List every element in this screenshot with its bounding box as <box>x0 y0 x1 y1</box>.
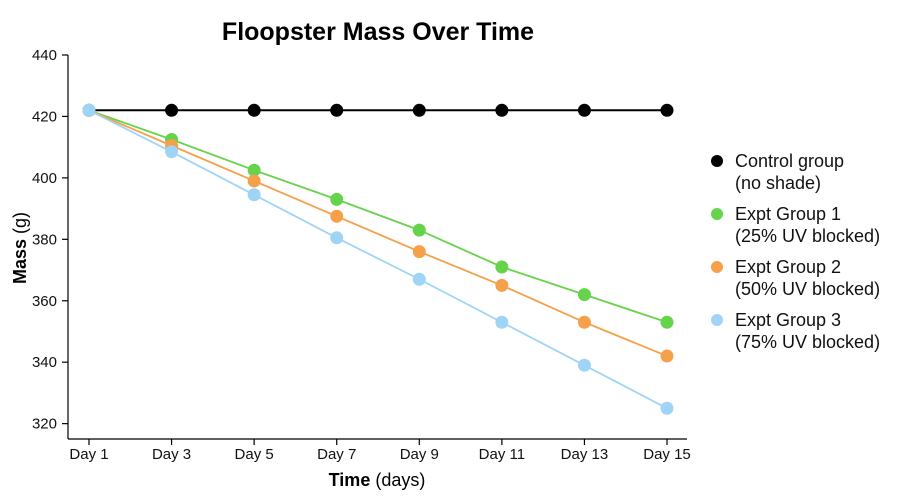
data-point <box>495 103 509 117</box>
data-point <box>495 278 509 292</box>
data-point <box>412 272 426 286</box>
data-point <box>330 209 344 223</box>
data-point <box>660 401 674 415</box>
series-line <box>88 109 668 357</box>
x-axis-label: Time (days) <box>329 470 426 490</box>
x-tick-label: Day 7 <box>317 446 356 463</box>
x-axis-label-main: Time <box>329 470 371 490</box>
x-tick-label: Day 9 <box>400 446 439 463</box>
y-tick-label: 320 <box>32 416 57 433</box>
data-point <box>660 349 674 363</box>
data-point <box>495 260 509 274</box>
y-tick-label: 360 <box>32 293 57 310</box>
series-group <box>82 103 674 415</box>
data-point <box>412 223 426 237</box>
data-point <box>577 103 591 117</box>
data-point <box>247 174 261 188</box>
data-point <box>247 103 261 117</box>
chart-title: Floopster Mass Over Time <box>222 18 534 46</box>
y-axis-label-main: Mass <box>10 239 30 284</box>
y-axis-label-unit: (g) <box>10 212 30 239</box>
series-layer <box>82 103 674 415</box>
data-point <box>247 188 261 202</box>
legend-label: Expt Group 3 <box>735 310 841 330</box>
data-point <box>412 245 426 259</box>
series-line <box>88 109 668 324</box>
data-point <box>165 145 179 159</box>
x-tick-label: Day 1 <box>69 446 108 463</box>
legend-item: Expt Group 2(50% UV blocked) <box>711 257 880 299</box>
x-axis-label-unit: (days) <box>370 470 425 490</box>
data-point <box>82 103 96 117</box>
legend-sublabel: (no shade) <box>735 173 821 193</box>
y-axis-label: Mass (g) <box>10 212 30 284</box>
series-group <box>82 103 674 363</box>
legend-sublabel: (75% UV blocked) <box>735 332 880 352</box>
data-point <box>660 315 674 329</box>
data-point <box>577 288 591 302</box>
series-group <box>82 103 674 329</box>
data-point <box>165 103 179 117</box>
data-point <box>495 315 509 329</box>
legend: Control group(no shade) Expt Group 1(25% … <box>711 151 880 352</box>
y-tick-label: 440 <box>32 47 57 64</box>
legend-marker <box>711 155 723 167</box>
data-point <box>412 103 426 117</box>
x-tick-label: Day 5 <box>235 446 274 463</box>
legend-marker <box>711 314 723 326</box>
legend-label: Control group <box>735 151 844 171</box>
legend-label: Expt Group 2 <box>735 257 841 277</box>
y-axis: 320 340 360 380 400 420 440 <box>32 47 69 439</box>
data-point <box>247 163 261 177</box>
legend-item: Expt Group 1(25% UV blocked) <box>711 204 880 246</box>
x-tick-label: Day 11 <box>479 446 525 463</box>
x-tick-label: Day 13 <box>561 446 609 463</box>
series-group <box>82 103 674 117</box>
y-tick-label: 380 <box>32 231 57 248</box>
legend-sublabel: (50% UV blocked) <box>735 279 880 299</box>
legend-marker <box>711 208 723 220</box>
x-tick-label: Day 3 <box>152 446 191 463</box>
y-tick-label: 340 <box>32 354 57 371</box>
x-tick-label: Day 15 <box>643 446 691 463</box>
legend-label: Expt Group 1 <box>735 204 841 224</box>
legend-item: Expt Group 3(75% UV blocked) <box>711 310 880 352</box>
series-line <box>88 109 668 410</box>
y-tick-label: 420 <box>32 108 57 125</box>
data-point <box>577 315 591 329</box>
data-point <box>660 103 674 117</box>
data-point <box>330 231 344 245</box>
x-axis: Day 1 Day 3 Day 5 Day 7 Day 9 Day 11 Day 13 Day… <box>68 438 691 463</box>
data-point <box>330 103 344 117</box>
data-point <box>577 358 591 372</box>
data-point <box>330 192 344 206</box>
legend-sublabel: (25% UV blocked) <box>735 226 880 246</box>
legend-item: Control group(no shade) <box>711 151 844 193</box>
legend-marker <box>711 261 723 273</box>
y-tick-label: 400 <box>32 170 57 187</box>
